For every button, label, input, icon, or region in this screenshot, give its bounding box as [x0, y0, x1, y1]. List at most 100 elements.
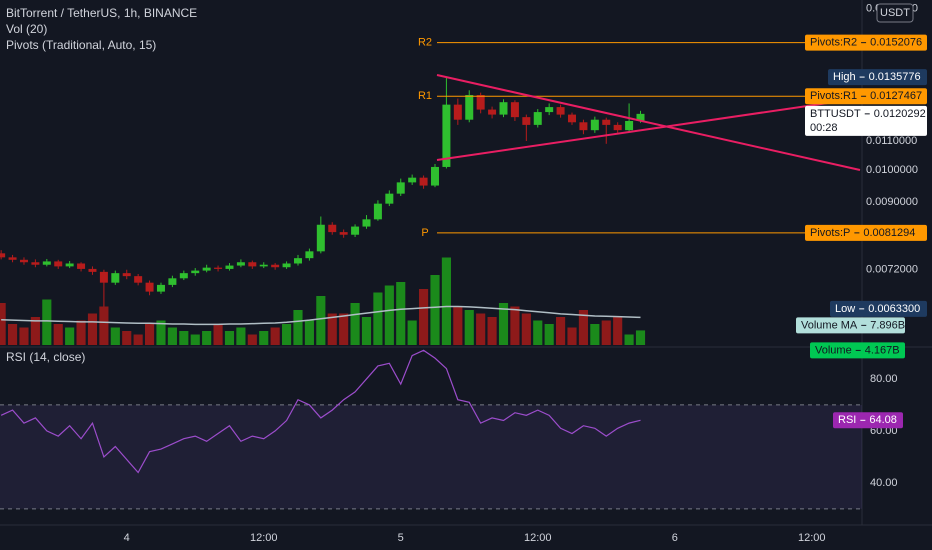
currency-box[interactable] — [876, 3, 914, 23]
candle-body — [225, 265, 234, 269]
candle-body — [590, 119, 599, 131]
volume-bar — [65, 327, 75, 345]
candle-body — [88, 268, 97, 272]
volume-bar — [247, 334, 257, 345]
candle-body — [236, 262, 245, 266]
price-label-value: 4.167B — [865, 344, 900, 356]
price-label-name: Pivots:R1 — [810, 90, 857, 102]
price-label-value: 0.0063300 — [868, 303, 920, 315]
candle-body — [373, 203, 382, 220]
candle-body — [522, 117, 531, 125]
symbol-title: BitTorrent / TetherUS, 1h, BINANCE — [6, 6, 197, 20]
candle-body — [316, 224, 325, 252]
y-tick-label: 0.0090000 — [866, 196, 918, 208]
volume-bar — [476, 313, 486, 345]
volume-bar — [441, 257, 451, 345]
price-label-value: 0.0135776 — [869, 71, 921, 83]
pivots-title: Pivots (Traditional, Auto, 15) — [6, 38, 156, 52]
x-tick-label: 12:00 — [250, 532, 278, 544]
candle-body — [499, 102, 508, 115]
volume-bar — [419, 289, 429, 345]
candle-body — [191, 270, 200, 274]
volume-bar — [304, 320, 314, 345]
volume-bar — [601, 320, 611, 345]
volume-bar — [624, 334, 634, 345]
volume-bar — [567, 327, 577, 345]
price-labels: Pivots:R2 0.0152076 Pivots:R1 0.0127467 Pivo… — [796, 34, 927, 429]
countdown: 00:28 — [810, 122, 838, 134]
volume-bar — [0, 303, 6, 345]
volume-bar — [156, 320, 166, 345]
volume-bar — [487, 317, 497, 345]
volume-bar — [99, 306, 109, 345]
candle-body — [408, 177, 417, 183]
candle-body — [0, 253, 6, 258]
volume-bar — [533, 320, 543, 345]
price-label-name: Volume — [815, 344, 852, 356]
trend-line — [436, 97, 863, 161]
y-tick-label: 0.0110000 — [866, 135, 917, 147]
candle-body — [248, 262, 257, 267]
candle-body — [156, 284, 165, 292]
price-label-value: 0.0127467 — [870, 90, 922, 102]
volume-bar — [521, 313, 531, 345]
candle-body — [259, 264, 268, 267]
candle-body — [305, 251, 314, 259]
candle-body — [99, 271, 108, 283]
volume-bar — [544, 324, 554, 345]
price-label-box — [830, 300, 927, 317]
candle-body — [328, 224, 337, 233]
candle-body — [625, 120, 634, 131]
volume-bar — [510, 306, 520, 345]
candle-body — [568, 114, 576, 123]
volume-bar — [361, 317, 372, 345]
price-label-name: High — [833, 71, 856, 83]
volume-bar — [30, 317, 40, 345]
price-label-name: BTTUSDT — [810, 108, 861, 120]
y-tick-label: 0.0072000 — [866, 264, 918, 276]
volume-bar — [293, 310, 303, 345]
x-tick-label: 12:00 — [798, 532, 826, 544]
candle-body — [134, 276, 143, 283]
volume-bar — [396, 282, 406, 345]
volume-bar — [556, 317, 566, 345]
rsi-title: RSI (14, close) — [6, 350, 85, 364]
candle-body — [77, 263, 86, 269]
candle-body — [613, 124, 622, 131]
price-label-box — [796, 317, 905, 334]
candle-body — [442, 104, 451, 167]
volume-bar — [167, 327, 177, 345]
volume-bar — [179, 331, 189, 345]
price-label-box — [833, 412, 903, 429]
candle-body — [385, 193, 394, 204]
trend-line — [436, 74, 861, 171]
volume-bar — [144, 324, 155, 345]
volume-ma-line — [1, 305, 641, 326]
price-label-name: Volume MA — [801, 319, 858, 331]
rsi-tick-label: 80.00 — [870, 373, 898, 385]
candle-body — [545, 107, 554, 113]
candle-body — [214, 267, 223, 269]
candle-body — [145, 282, 154, 292]
candle-body — [168, 278, 177, 285]
candle-body — [431, 166, 439, 186]
volume-bar — [498, 303, 509, 345]
candle-body — [65, 263, 74, 267]
candle-body — [579, 122, 588, 131]
volume-bar — [339, 313, 349, 345]
pivot-name: R1 — [418, 90, 432, 102]
volume-bar — [282, 324, 292, 345]
candle-body — [111, 273, 120, 283]
volume-bar — [590, 324, 600, 345]
currency[interactable]: USDT — [880, 7, 910, 19]
candle-body — [293, 258, 302, 264]
volume-bar — [42, 299, 52, 345]
volume-bar — [110, 327, 120, 345]
volume-bar — [384, 285, 394, 345]
volume-bar — [373, 292, 383, 345]
price-label-value: 0.0120292 — [874, 108, 926, 120]
candle-body — [339, 232, 348, 235]
candle-body — [510, 102, 519, 118]
candle-body — [202, 267, 211, 271]
